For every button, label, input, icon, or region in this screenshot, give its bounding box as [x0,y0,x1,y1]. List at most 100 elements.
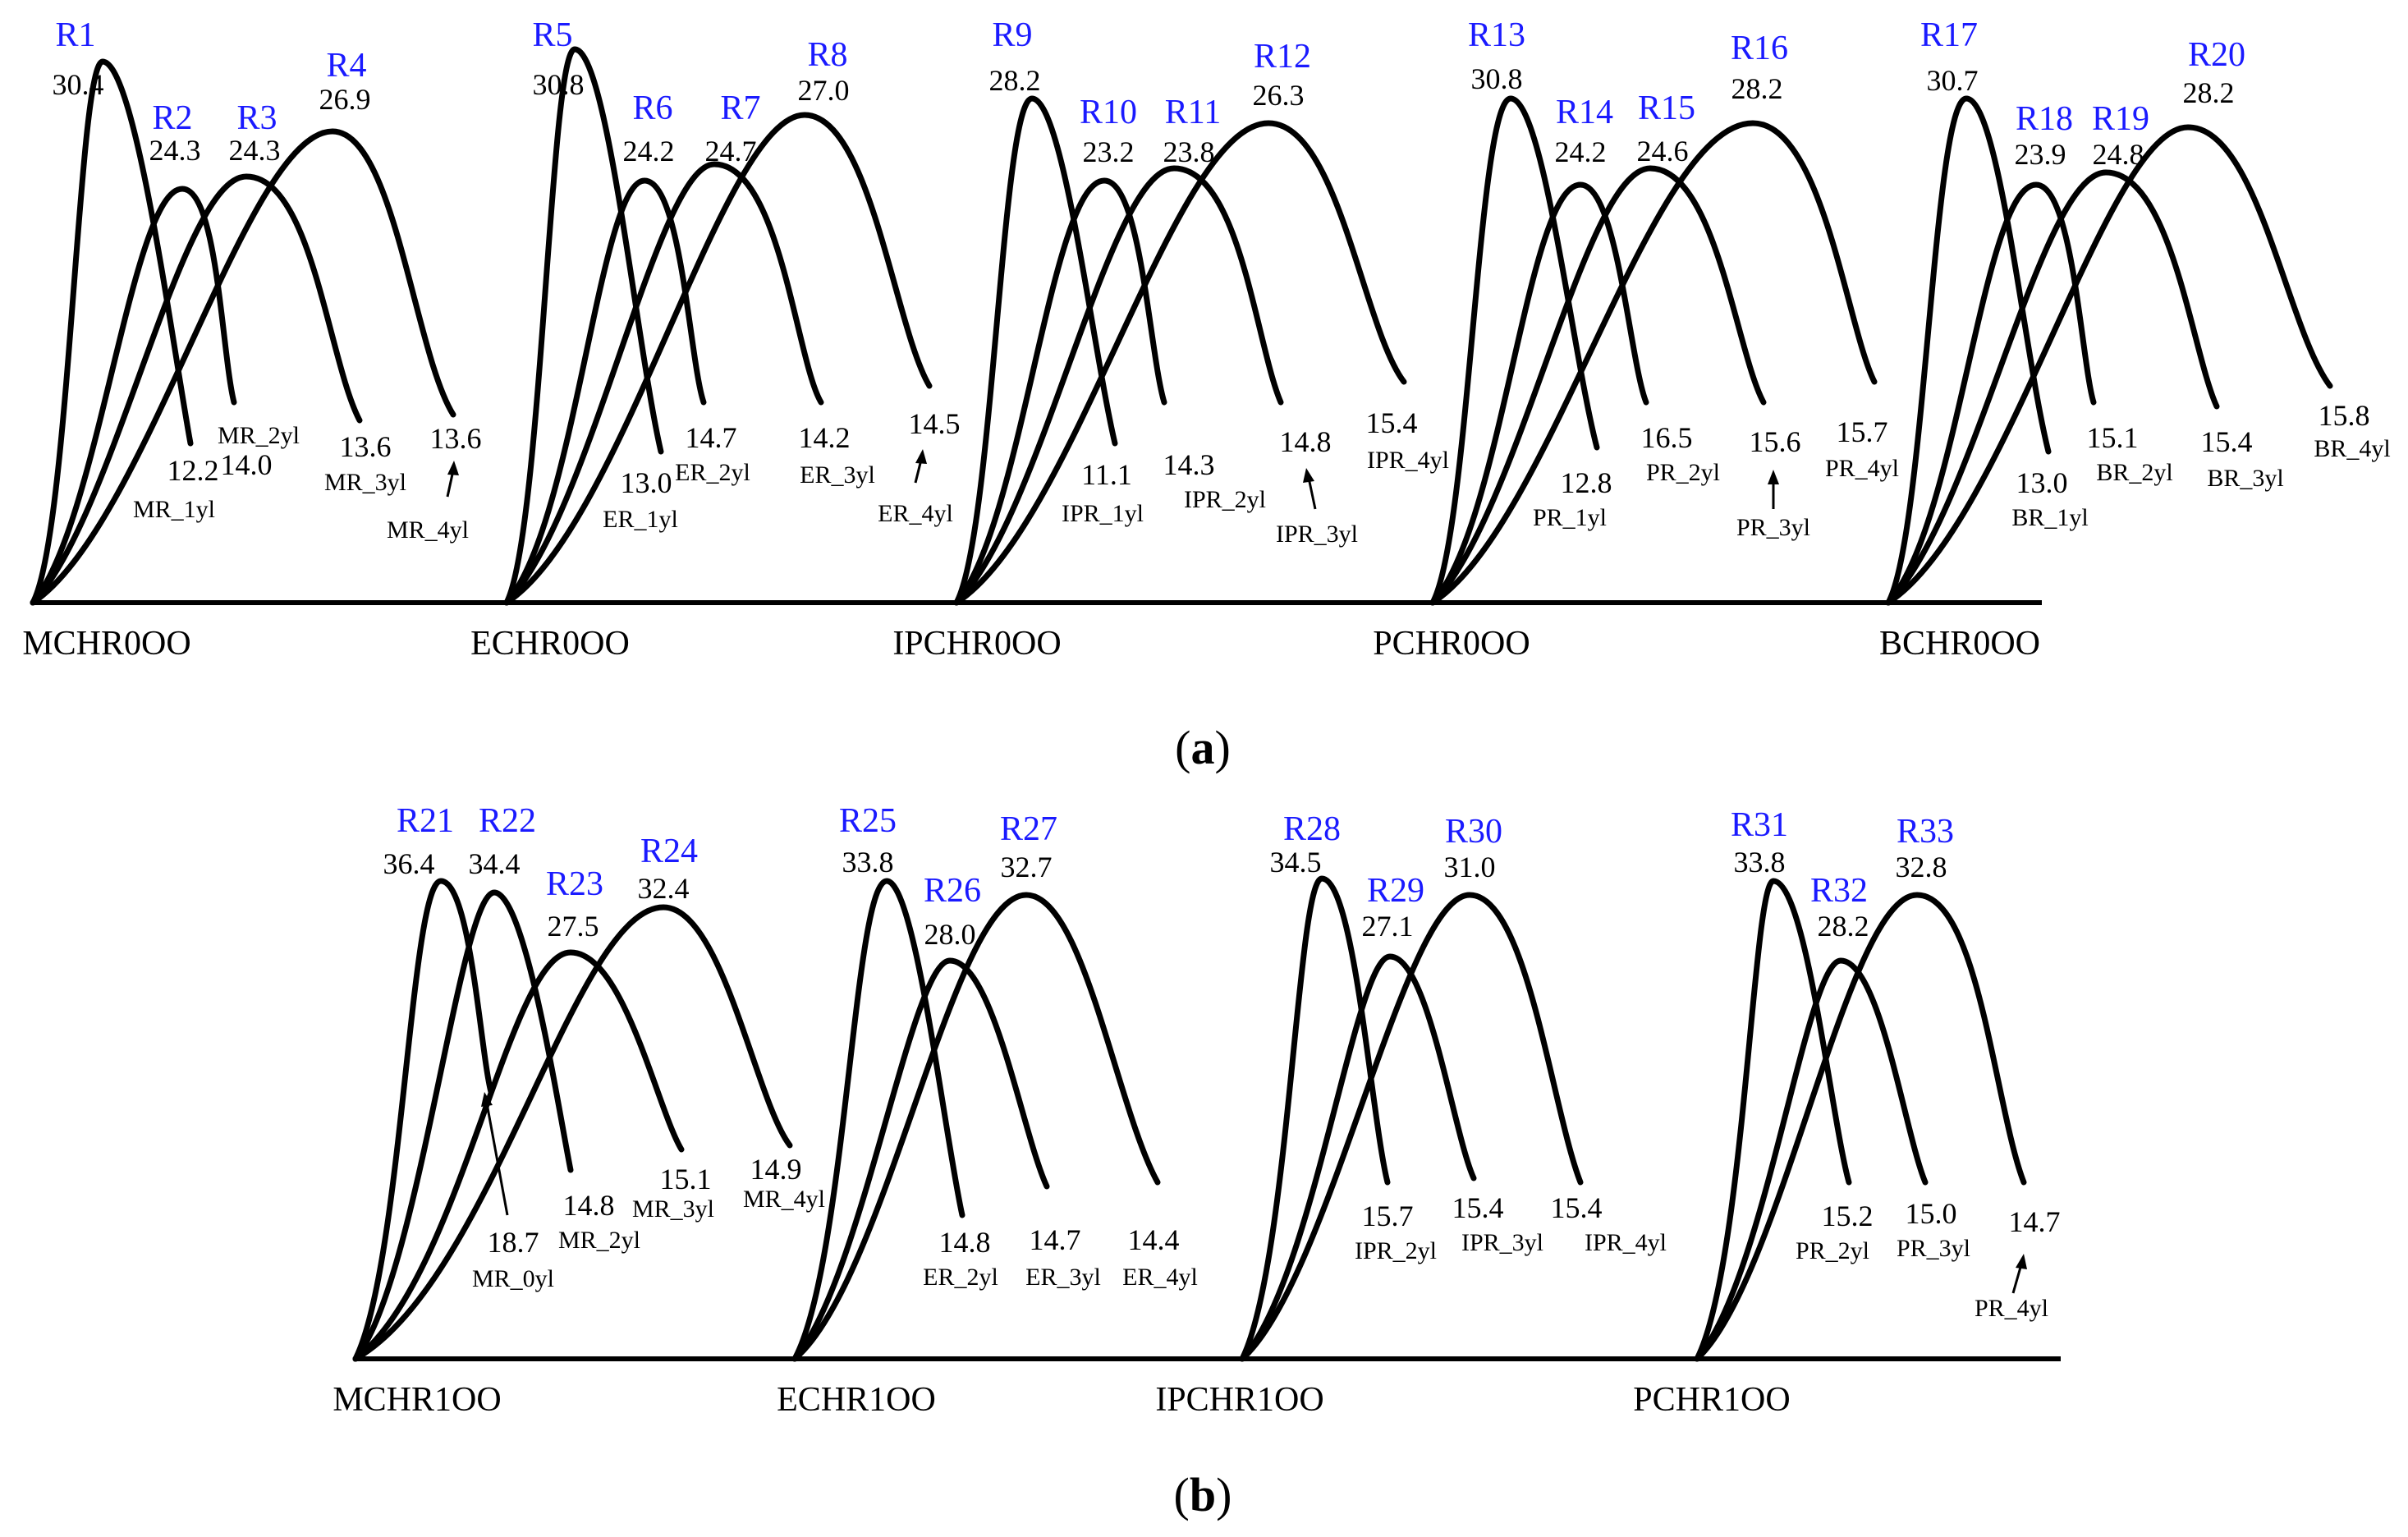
end-label-r20: 15.8 [2319,399,2370,432]
yl-label-r16: PR_4yl [1825,455,1899,482]
yl-label-r10: IPR_2yl [1184,486,1266,513]
yl-label-r13: PR_1yl [1533,504,1607,531]
id-label-r32: R32 [1810,872,1868,910]
peak-label-r29: 27.1 [1362,910,1414,943]
yl-label-r25: ER_2yl [923,1264,998,1291]
end-label-r25: 14.8 [939,1226,991,1259]
yl-label-r3: MR_3yl [324,469,406,496]
axis-label-mchr1oo: MCHR1OO [333,1381,501,1419]
yl-label-r27: ER_4yl [1122,1264,1198,1291]
axis-label-ipchr1oo: IPCHR1OO [1155,1381,1323,1419]
end-label-r11: 14.8 [1280,425,1332,458]
yl-label-r19: BR_3yl [2207,465,2283,492]
id-label-r22: R22 [479,802,536,840]
peak-label-r3: 24.3 [229,134,281,167]
curve-r33 [1694,892,2027,1362]
end-label-r29: 15.4 [1452,1191,1504,1224]
arrow-r4-head [447,461,459,475]
yl-label-r4: MR_4yl [387,516,469,544]
yl-label-r29: IPR_3yl [1461,1229,1543,1256]
group-echr0oo: R5 30.8 R6 24.2 R7 24.7 R8 27.0 13.0 ER_… [470,16,960,663]
yl-label-r9: IPR_1yl [1062,500,1144,527]
axis-label-bchr0oo: BCHR0OO [1879,625,2040,663]
group-pchr1oo: R31 33.8 R32 28.2 R33 32.8 15.2 PR_2yl 1… [1633,806,2060,1419]
curve-r6 [503,177,707,606]
axis-label-echr0oo: ECHR0OO [470,625,630,663]
yl-label-r17: BR_1yl [2011,504,2088,531]
curve-r4 [30,128,456,606]
yl-label-r5: ER_1yl [603,506,678,533]
end-label-r22: 14.8 [563,1189,615,1222]
curve-r31 [1694,878,1852,1362]
yl-label-r2: MR_2yl [218,422,300,449]
end-label-r33: 14.7 [2009,1205,2061,1238]
id-label-r3: R3 [236,99,277,137]
id-label-r1: R1 [55,16,95,54]
id-label-r21: R21 [397,802,454,840]
end-label-r8: 14.5 [909,407,961,440]
id-label-r4: R4 [326,47,366,85]
yl-label-r11: IPR_3yl [1276,521,1358,548]
yl-label-r7: ER_3yl [800,461,875,489]
id-label-r9: R9 [992,16,1032,54]
peak-label-r19: 24.8 [2093,138,2144,171]
group-ipchr1oo: R28 34.5 R29 27.1 R30 31.0 15.7 IPR_2yl … [1155,810,1667,1419]
id-label-r7: R7 [720,89,760,127]
yl-label-r18: BR_2yl [2096,459,2172,486]
end-label-r27: 14.4 [1128,1223,1180,1256]
curve-r8 [503,112,933,606]
end-label-r19: 15.4 [2201,425,2253,458]
id-label-r6: R6 [632,89,672,127]
peak-label-r25: 33.8 [842,846,894,879]
end-label-r32: 15.0 [1906,1197,1957,1230]
yl-label-r24: MR_4yl [743,1186,825,1213]
end-label-r6: 14.7 [686,421,737,454]
yl-label-r31: PR_2yl [1796,1237,1869,1264]
yl-label-r20: BR_4yl [2314,435,2390,462]
peak-label-r6: 24.2 [623,135,675,167]
group-ipchr0oo: R9 28.2 R10 23.2 R11 23.8 R12 26.3 11.1 … [892,16,1449,663]
end-label-r21: 18.7 [488,1226,539,1259]
curve-r28 [1239,875,1391,1362]
peak-label-r1: 30.4 [53,68,104,101]
axis-label-pchr1oo: PCHR1OO [1633,1381,1790,1419]
peak-label-r28: 34.5 [1270,846,1322,879]
peak-label-r26: 28.0 [924,918,976,951]
panel-b: R21 36.4 R22 34.4 R23 27.5 R24 32.4 18.7… [333,802,2061,1521]
group-pchr0oo: R13 30.8 R14 24.2 R15 24.6 R16 28.2 12.8… [1373,16,1899,663]
end-label-r5: 13.0 [621,466,672,499]
end-label-r4: 13.6 [430,422,482,455]
end-label-r12: 15.4 [1366,406,1418,439]
peak-label-r13: 30.8 [1471,62,1523,95]
peak-label-r12: 26.3 [1253,79,1305,112]
curve-r16 [1429,120,1878,606]
curve-r20 [1885,124,2333,606]
end-label-r9: 11.1 [1081,458,1132,491]
yl-label-r15: PR_3yl [1736,514,1810,541]
end-label-r10: 14.3 [1163,448,1215,481]
curve-r29 [1239,953,1477,1362]
id-label-r23: R23 [546,865,603,903]
axis-label-mchr0oo: MCHR0OO [22,625,190,663]
id-label-r13: R13 [1468,16,1525,54]
end-label-r31: 15.2 [1822,1200,1874,1232]
yl-label-r30: IPR_4yl [1585,1229,1667,1256]
end-label-r18: 15.1 [2087,421,2139,454]
yl-label-r8: ER_4yl [878,500,953,527]
group-mchr1oo: R21 36.4 R22 34.4 R23 27.5 R24 32.4 18.7… [333,802,825,1419]
arrow-r8-head [915,449,927,464]
curve-r10 [953,177,1167,606]
panel-a: R1 30.4 R2 24.3 R3 24.3 R4 26.9 12.2 MR_… [22,16,2390,774]
id-label-r19: R19 [2092,100,2149,138]
peak-label-r5: 30.8 [533,68,585,101]
curve-r19 [1885,169,2220,606]
yl-label-r22: MR_2yl [558,1227,640,1254]
axis-label-ipchr0oo: IPCHR0OO [892,625,1061,663]
end-label-r15: 15.6 [1750,425,1801,458]
peak-label-r23: 27.5 [548,910,599,943]
id-label-r20: R20 [2188,36,2245,74]
end-label-r13: 12.8 [1561,466,1612,499]
peak-label-r22: 34.4 [469,847,521,880]
group-mchr0oo: R1 30.4 R2 24.3 R3 24.3 R4 26.9 12.2 MR_… [22,16,481,663]
curve-r24 [352,904,793,1362]
